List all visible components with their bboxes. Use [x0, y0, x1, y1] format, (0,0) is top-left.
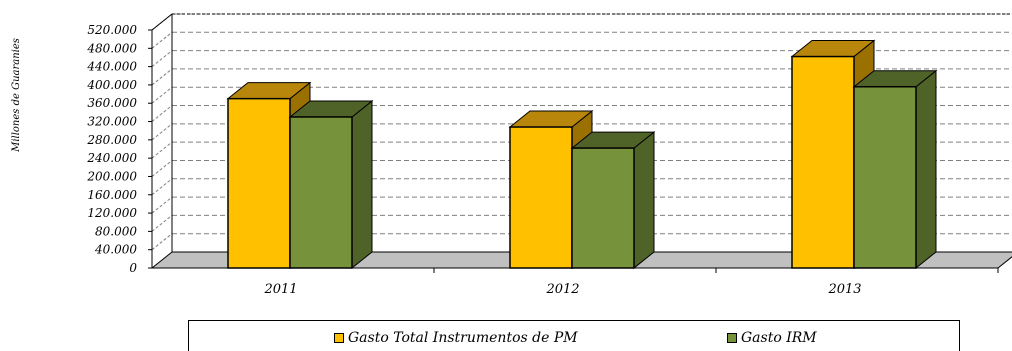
y-tick-label: 40.000: [94, 243, 137, 257]
bar-front-face: [227, 97, 291, 269]
bar-front-face: [571, 147, 635, 269]
gridline-depth: [151, 178, 173, 196]
bar-side-face: [915, 69, 937, 270]
legend: Gasto Total Instrumentos de PM Gasto IRM: [188, 320, 960, 351]
y-tick-label: 400.000: [86, 78, 137, 92]
bar-chart: 0 40.000 80.000 120.000 160.000 200.000 240.00…: [11, 13, 1012, 297]
gridline-depth: [151, 105, 173, 122]
bar-front-face: [289, 116, 353, 269]
y-axis-label: Millones de Guaranies: [11, 38, 22, 153]
gridline-depth: [151, 123, 173, 141]
y-tick-label: 280.000: [86, 133, 137, 147]
gridline-depth: [151, 86, 173, 104]
y-tick-label: 200.000: [86, 169, 137, 183]
y-tick-label: 480.000: [86, 41, 137, 55]
bar-front-face: [509, 126, 573, 269]
y-tick-label: 240.000: [86, 151, 137, 165]
y-tick-label: 320.000: [87, 115, 137, 129]
bars: [226, 39, 938, 270]
y-tick-label: 80.000: [95, 224, 137, 238]
x-tick-label: 2012: [545, 282, 579, 297]
bar-side-face: [351, 99, 373, 270]
bar-2013-series-2: [852, 69, 938, 270]
gridline-depth: [151, 50, 173, 68]
legend-label-gasto-total: Gasto Total Instrumentos de PM: [348, 330, 578, 346]
x-tick-labels: 2011 2012 2013: [263, 268, 999, 297]
bar-2012-series-2: [570, 131, 656, 270]
gridline-depth: [151, 233, 173, 251]
legend-item-gasto-irm: Gasto IRM: [727, 330, 817, 346]
y-axis-depth-top: [151, 13, 173, 31]
y-tick-label: 440.000: [86, 60, 137, 74]
bar-side-face: [633, 131, 655, 270]
x-tick-label: 2011: [263, 282, 297, 297]
gridline-depth: [151, 214, 173, 232]
legend-swatch-gasto-total: [334, 333, 344, 343]
gridline-depth: [151, 196, 173, 214]
bar-front-face: [853, 86, 917, 269]
gridline-depth: [151, 160, 173, 177]
y-tick-labels: 0 40.000 80.000 120.000 160.000 200.000 240.00…: [86, 23, 152, 275]
gridline-depth: [151, 68, 173, 86]
bar-front-face: [791, 55, 855, 269]
legend-swatch-gasto-irm: [727, 333, 737, 343]
bar-2011-series-2: [288, 99, 374, 270]
y-tick-label: 120.000: [87, 206, 137, 220]
y-tick-label: 0: [129, 261, 137, 275]
gridline-depth: [151, 141, 173, 159]
x-tick-label: 2013: [827, 282, 861, 297]
gridline-depth: [151, 31, 173, 49]
y-tick-label: 160.000: [87, 188, 137, 202]
legend-label-gasto-irm: Gasto IRM: [741, 330, 817, 346]
legend-item-gasto-total: Gasto Total Instrumentos de PM: [334, 330, 578, 346]
y-tick-label: 520.000: [87, 23, 137, 37]
y-tick-label: 360.000: [87, 96, 137, 110]
